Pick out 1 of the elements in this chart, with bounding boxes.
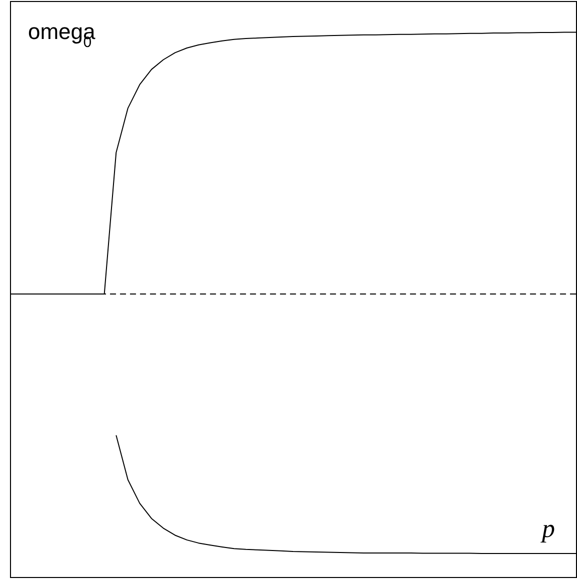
x-axis-title: p: [540, 514, 555, 543]
